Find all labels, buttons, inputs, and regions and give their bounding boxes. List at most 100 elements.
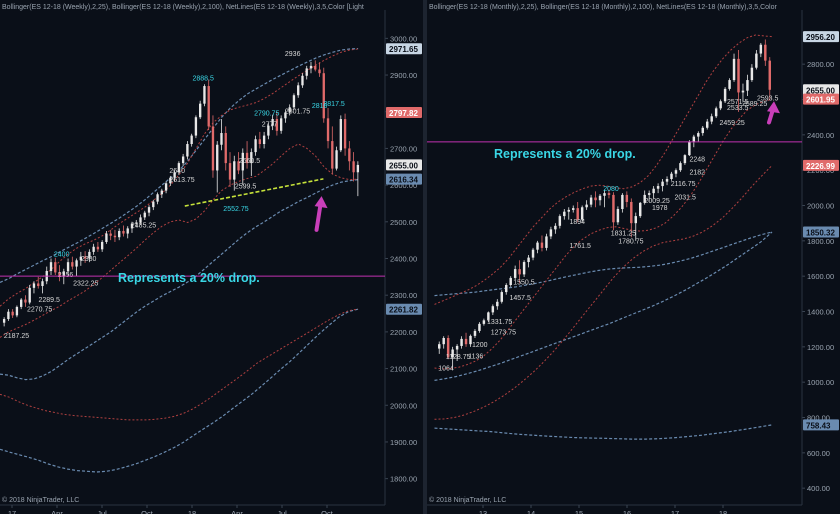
candle[interactable] bbox=[224, 126, 227, 171]
candle[interactable] bbox=[706, 118, 709, 130]
candle[interactable] bbox=[122, 225, 125, 237]
candle[interactable] bbox=[464, 332, 468, 347]
candle[interactable] bbox=[284, 109, 287, 123]
candle[interactable] bbox=[455, 344, 459, 361]
candle[interactable] bbox=[643, 190, 646, 205]
candle[interactable] bbox=[254, 135, 257, 156]
candle[interactable] bbox=[279, 115, 283, 134]
candle[interactable] bbox=[576, 201, 579, 223]
candle[interactable] bbox=[746, 74, 749, 96]
candle[interactable] bbox=[759, 42, 763, 58]
candle[interactable] bbox=[750, 64, 754, 82]
weekly-chart-panel[interactable]: Bollinger(ES 12-18 (Weekly),2,25), Bolli… bbox=[0, 0, 423, 514]
candle[interactable] bbox=[473, 329, 477, 338]
candle[interactable] bbox=[647, 190, 651, 202]
candle[interactable] bbox=[164, 181, 168, 194]
candle[interactable] bbox=[109, 229, 112, 241]
candle[interactable] bbox=[79, 251, 83, 266]
candle[interactable] bbox=[118, 228, 121, 241]
candle[interactable] bbox=[764, 39, 767, 66]
candle[interactable] bbox=[250, 148, 253, 176]
candle[interactable] bbox=[262, 131, 266, 149]
candle[interactable] bbox=[719, 99, 722, 111]
candle[interactable] bbox=[710, 113, 713, 125]
candle[interactable] bbox=[2, 317, 6, 327]
candle[interactable] bbox=[536, 240, 539, 254]
candle[interactable] bbox=[41, 278, 44, 294]
candle[interactable] bbox=[335, 146, 338, 171]
candle[interactable] bbox=[66, 258, 70, 277]
candle[interactable] bbox=[190, 133, 193, 147]
candle[interactable] bbox=[527, 254, 530, 268]
candle[interactable] bbox=[500, 290, 503, 304]
candle[interactable] bbox=[126, 226, 129, 239]
candle[interactable] bbox=[32, 281, 36, 294]
candle[interactable] bbox=[105, 230, 108, 244]
candle[interactable] bbox=[639, 201, 642, 218]
candle[interactable] bbox=[339, 115, 342, 153]
candle[interactable] bbox=[549, 226, 553, 240]
candle[interactable] bbox=[438, 341, 441, 354]
candle[interactable] bbox=[612, 192, 615, 231]
candle[interactable] bbox=[469, 334, 472, 347]
candle[interactable] bbox=[567, 207, 570, 220]
candle[interactable] bbox=[343, 113, 347, 156]
candle[interactable] bbox=[292, 93, 296, 110]
candle[interactable] bbox=[160, 188, 163, 198]
candle[interactable] bbox=[513, 265, 517, 280]
candle[interactable] bbox=[580, 205, 584, 224]
candle[interactable] bbox=[37, 276, 40, 289]
candle[interactable] bbox=[314, 60, 317, 72]
candle[interactable] bbox=[75, 258, 78, 277]
candle[interactable] bbox=[656, 183, 660, 194]
candle[interactable] bbox=[92, 243, 95, 255]
candle[interactable] bbox=[194, 115, 198, 139]
candle[interactable] bbox=[49, 258, 53, 276]
weekly-chart[interactable]: Bollinger(ES 12-18 (Weekly),2,25), Bolli… bbox=[0, 0, 423, 514]
candle[interactable] bbox=[203, 84, 206, 107]
candle[interactable] bbox=[228, 152, 232, 187]
candle[interactable] bbox=[755, 50, 758, 70]
candle[interactable] bbox=[518, 260, 521, 284]
candle[interactable] bbox=[326, 108, 330, 149]
candle[interactable] bbox=[621, 193, 624, 213]
candle[interactable] bbox=[487, 311, 490, 323]
candle[interactable] bbox=[697, 131, 700, 142]
candle[interactable] bbox=[173, 170, 176, 182]
candle[interactable] bbox=[478, 322, 481, 333]
candle[interactable] bbox=[331, 126, 334, 175]
candle[interactable] bbox=[199, 100, 202, 120]
candle[interactable] bbox=[356, 161, 360, 197]
candle[interactable] bbox=[297, 82, 300, 98]
candle[interactable] bbox=[665, 176, 669, 186]
candle[interactable] bbox=[130, 221, 134, 233]
candle[interactable] bbox=[585, 200, 588, 210]
candle[interactable] bbox=[352, 152, 355, 182]
monthly-chart-panel[interactable]: Bollinger(ES 12-18 (Monthly),2,25), Boll… bbox=[427, 0, 840, 514]
candle[interactable] bbox=[237, 152, 240, 175]
candle[interactable] bbox=[572, 205, 575, 213]
candle[interactable] bbox=[594, 191, 597, 208]
candle[interactable] bbox=[661, 179, 664, 192]
candle[interactable] bbox=[670, 171, 673, 181]
candle[interactable] bbox=[348, 141, 351, 171]
candle[interactable] bbox=[100, 240, 104, 252]
candle[interactable] bbox=[683, 154, 687, 165]
candle[interactable] bbox=[71, 256, 74, 270]
candle[interactable] bbox=[288, 104, 291, 116]
candle[interactable] bbox=[563, 209, 566, 220]
candle[interactable] bbox=[728, 78, 731, 91]
candle[interactable] bbox=[24, 295, 27, 307]
candle[interactable] bbox=[309, 61, 313, 74]
candle[interactable] bbox=[96, 241, 100, 252]
candle[interactable] bbox=[20, 298, 23, 310]
candle[interactable] bbox=[318, 62, 321, 77]
candle[interactable] bbox=[674, 168, 678, 178]
candle[interactable] bbox=[156, 192, 159, 205]
candle[interactable] bbox=[741, 83, 745, 102]
panel-divider[interactable] bbox=[423, 0, 427, 514]
candle[interactable] bbox=[147, 205, 151, 217]
candle[interactable] bbox=[305, 65, 308, 80]
candle[interactable] bbox=[540, 235, 544, 252]
candle[interactable] bbox=[598, 194, 602, 206]
